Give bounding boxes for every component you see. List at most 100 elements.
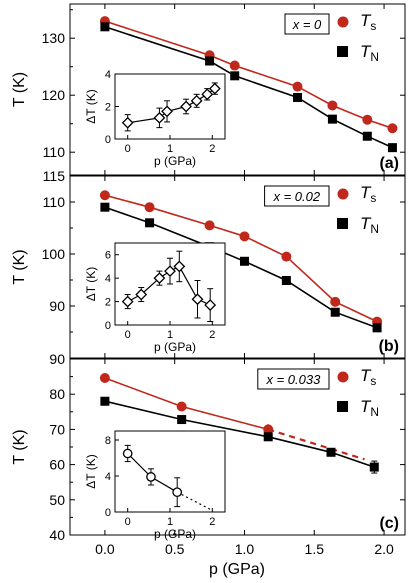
inset-y-label: ΔT (K) [84,89,98,123]
inset-x-tick-label: 2 [209,329,215,341]
y-tick-label: 60 [49,457,65,473]
y-tick-label: 50 [49,492,65,508]
inset-point [146,472,156,482]
y-tick-label: 115 [43,168,66,184]
inset-x-tick-label: 2 [209,516,215,528]
composition-label: x = 0.033 [265,372,321,387]
inset-point [201,88,214,101]
ts-line [104,377,269,431]
legend-ts-marker [337,188,349,200]
tn-point [239,256,249,266]
ts-point [239,231,250,242]
inset-point [191,293,204,306]
tn-point [372,323,382,333]
inset-point [121,116,134,129]
x-tick-label: 1.0 [235,541,255,557]
y-axis-label: T (K) [11,249,28,284]
tn-point [293,92,303,102]
legend-ts-label: Ts [360,11,376,33]
inset: 0 1 2 0 4 8 p (GPa) ΔT (K) [84,430,226,541]
panel-label: (a) [379,155,399,172]
ts-point [362,114,373,125]
inset-y-tick-label: 6 [105,250,111,262]
tn-point [100,22,110,32]
inset-y-tick-label: 0 [105,134,111,146]
composition-box [264,185,330,207]
inset-point [190,94,203,107]
panel-c: 40 50 60 70 80 90 T (K) x = 0.033 Ts TN (c) 0 1 2 0 4 8 p… [11,351,406,543]
tn-point [387,143,397,153]
inset-x-tick-label: 1 [167,329,173,341]
legend-ts-marker [337,371,349,383]
y-tick-label: 90 [49,351,65,367]
tn-point [281,276,291,286]
tn-point [362,131,372,141]
inset-x-label: p (GPa) [154,154,196,168]
tn-point [177,415,187,425]
tn-point [230,71,240,81]
tn-point [369,462,379,472]
ts-point [99,190,110,201]
panel-frame [69,3,406,176]
inset-frame [114,73,226,140]
x-axis: 0.0 0.5 1.0 1.5 2.0 [95,541,394,557]
y-tick-label: 100 [42,246,66,262]
inset-x-tick-label: 0 [125,329,131,341]
y-tick-label: 80 [49,386,65,402]
tn-point [100,202,110,212]
inset-point [122,448,133,459]
inset-point [204,299,217,312]
y-tick-label: 130 [42,30,66,46]
inset-point [161,105,173,118]
tn-point [326,447,336,457]
inset-y-label: ΔT (K) [84,454,98,488]
inset-x-tick-label: 1 [167,516,173,528]
legend-tn-label: TN [360,214,379,236]
y-tick-label: 40 [49,527,65,543]
x-tick-label: 0.0 [95,541,115,557]
legend-tn-label: TN [360,397,379,419]
inset-y-tick-label: 0 [105,320,111,332]
legend-ts-label: Ts [360,366,376,388]
inset-y-tick-label: 8 [105,435,111,447]
inset-x-label: p (GPa) [154,340,196,354]
inset-point [121,295,134,308]
y-tick-label: 110 [43,144,66,160]
legend-tn-label: TN [360,42,379,64]
inset-x-tick-label: 1 [167,143,173,155]
inset-y-tick-label: 4 [105,273,111,285]
inset-point [172,487,183,498]
panel-label: (c) [379,515,399,532]
x-tick-label: 2.0 [374,541,394,557]
composition-label: x = 0.02 [272,189,320,204]
y-tick-label: 70 [49,421,65,437]
inset-x-tick-label: 0 [125,143,131,155]
y-axis-label: T (K) [11,72,28,107]
inset-x-label: p (GPa) [154,527,196,541]
inset-point [164,265,176,278]
panel-b: 90 100 110 115 T (K) x = 0.02 Ts TN (b) 0 1 2 0 2 4 6 p … [11,168,406,359]
ts-point [144,202,155,213]
x-axis-label: p (GPa) [209,561,265,578]
ts-point [176,401,187,412]
composition-box [257,368,330,390]
ts-point [263,424,274,435]
inset-point [153,272,166,285]
ts-point [281,251,292,262]
inset-point [153,111,166,124]
ts-extrapolation [267,428,365,461]
inset-y-tick-label: 2 [105,102,111,114]
tn-point [327,114,337,124]
y-tick-label: 120 [42,87,66,103]
inset-y-tick-label: 0 [105,507,111,519]
tn-point [263,432,273,442]
inset-point [173,260,186,273]
inset-frame [114,430,226,513]
panel-label: (b) [379,338,399,355]
inset-extrapolation [176,491,211,510]
inset-point [180,100,192,113]
y-tick-label: 110 [43,194,66,210]
inset-y-label: ΔT (K) [84,267,98,301]
tn-point [145,218,155,228]
